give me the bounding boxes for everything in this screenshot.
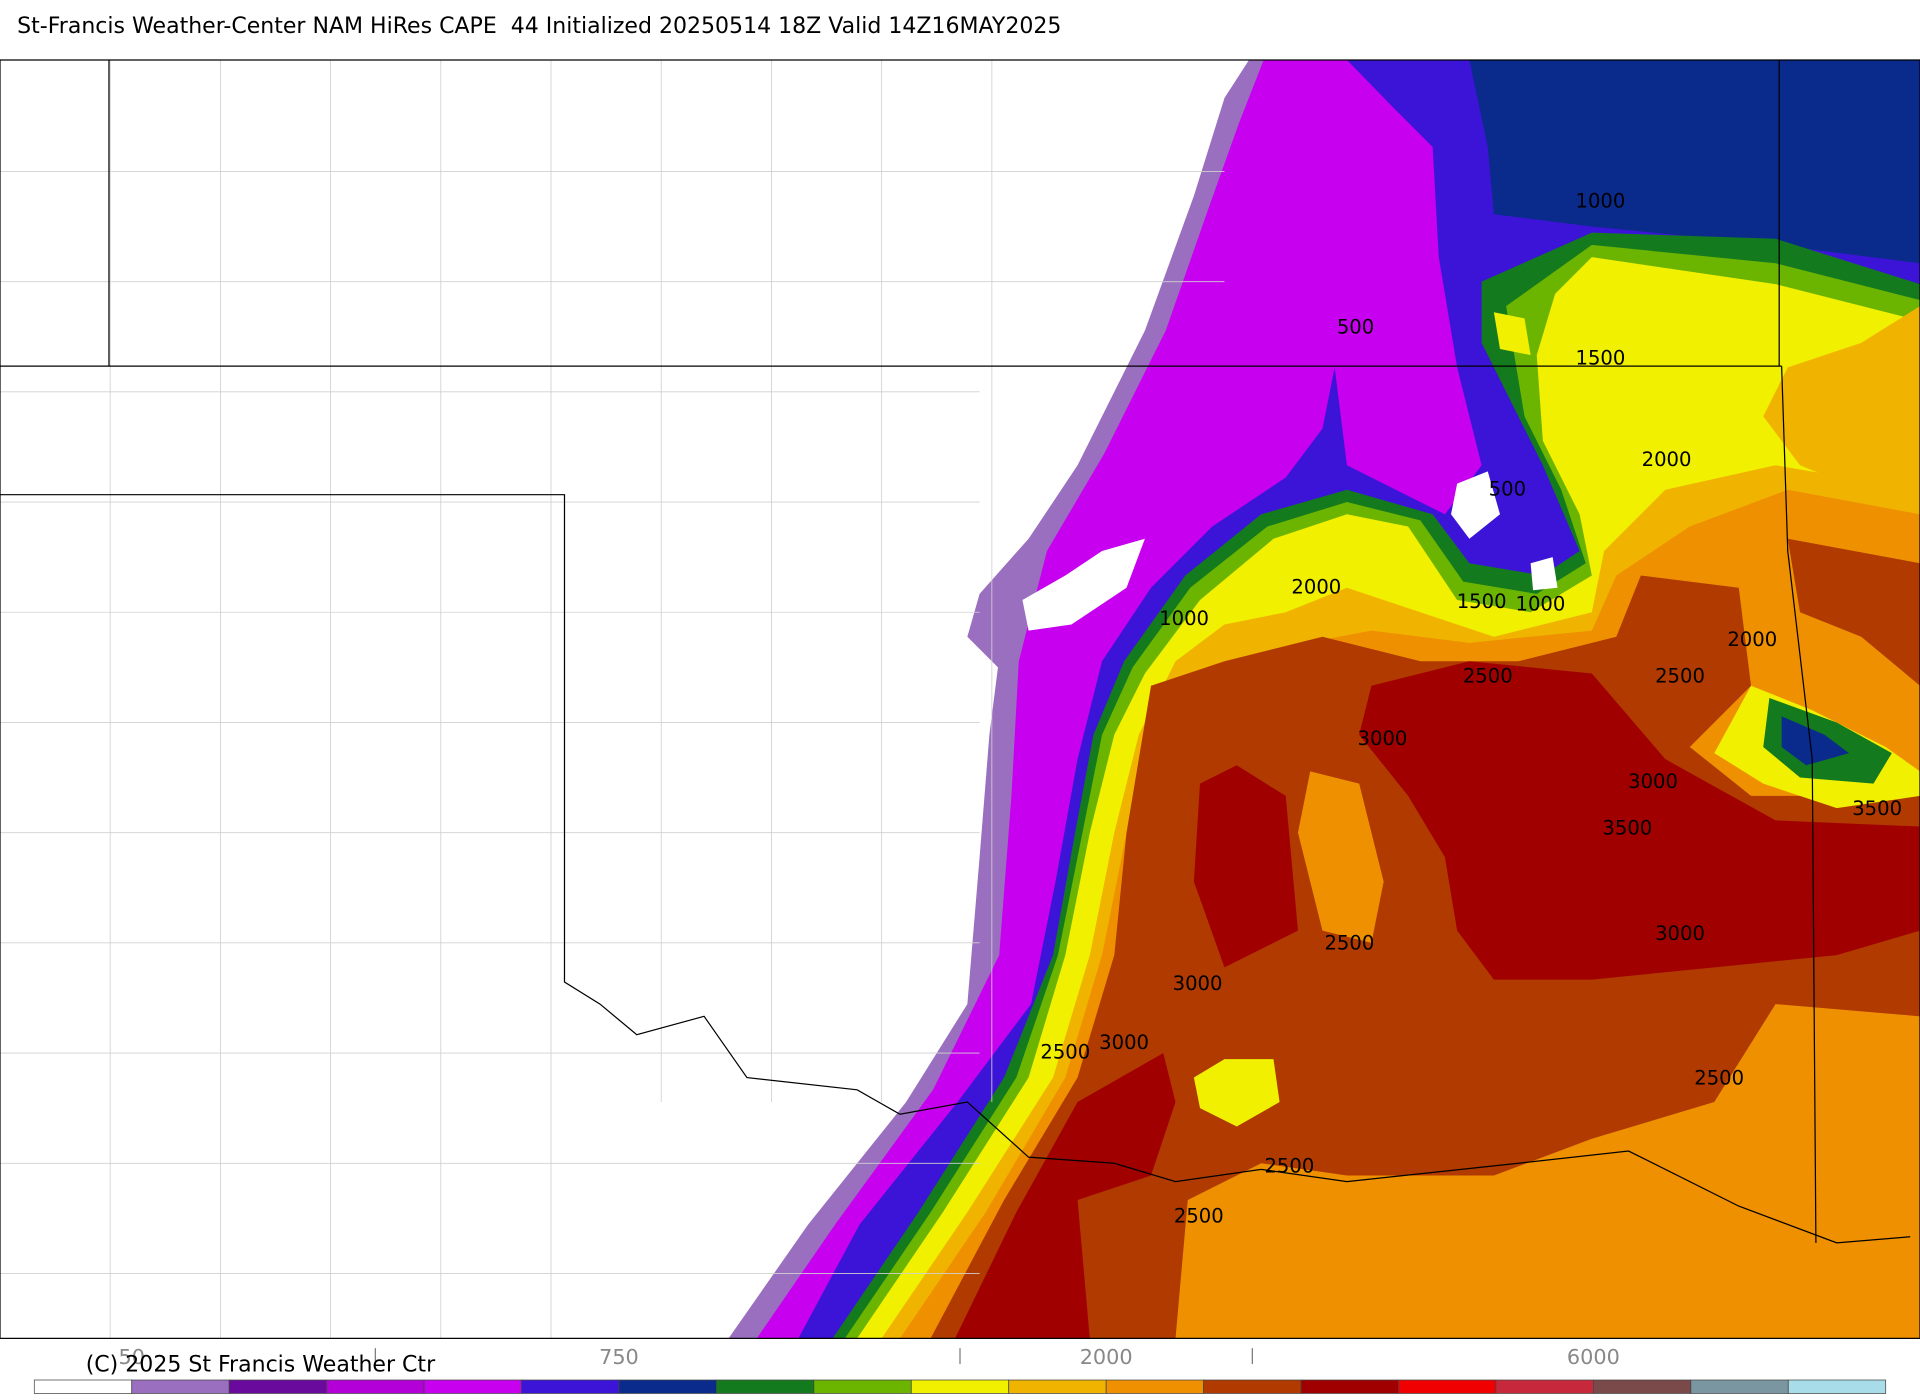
colorbar-swatch (1008, 1379, 1107, 1394)
contour-label: 2500 (1324, 932, 1374, 955)
colorbar-label: 2000 (1080, 1345, 1133, 1369)
contour-label: 500 (1489, 477, 1526, 500)
contour-label: 3000 (1655, 922, 1705, 945)
contour-label: 2500 (1040, 1041, 1090, 1064)
contour-label: 3500 (1602, 816, 1652, 839)
contour-label: 3000 (1628, 770, 1678, 793)
cape-region (1193, 765, 1298, 968)
colorbar-swatch (618, 1379, 717, 1394)
colorbar-label: 50 (118, 1345, 144, 1369)
cape-region (1530, 557, 1558, 591)
contour-label: 3500 (1852, 797, 1902, 820)
colorbar-swatch (326, 1379, 425, 1394)
border-line (0, 60, 1911, 1244)
contour-label: 2000 (1727, 628, 1777, 651)
colorbar-swatch (910, 1379, 1010, 1394)
colorbar-swatch (813, 1379, 912, 1394)
contour-label: 2500 (1174, 1205, 1224, 1228)
contour-label: 2000 (1642, 448, 1692, 471)
map-frame (0, 59, 1920, 1339)
contour-labels: 1000 500 1500 2000 500 2000 1500 1000 1000 2000 25… (1040, 190, 1902, 1228)
colorbar-swatch (521, 1379, 620, 1394)
cape-region (1493, 312, 1531, 356)
cape-region (1297, 771, 1384, 943)
colorbar-swatch (1203, 1379, 1302, 1394)
colorbar-swatch (423, 1379, 522, 1394)
contour-label: 2500 (1655, 665, 1705, 688)
colorbar-swatch (1690, 1379, 1789, 1394)
contour-label: 3000 (1358, 727, 1408, 750)
cape-region (1359, 661, 1920, 980)
contour-label: 2500 (1264, 1154, 1314, 1177)
cape-region (1451, 471, 1500, 539)
cape-region (1763, 306, 1920, 515)
colorbar-swatch (1105, 1379, 1204, 1394)
colorbar-label: 6000 (1567, 1345, 1620, 1369)
cape-region (1022, 538, 1145, 631)
cape-region (1469, 60, 1920, 264)
cape-region (955, 1053, 1176, 1339)
contour-label: 1000 (1159, 607, 1209, 630)
contour-label: 2000 (1291, 575, 1341, 598)
contour-label: 3000 (1173, 972, 1223, 995)
contour-label: 1000 (1515, 592, 1565, 615)
contour-label: 1500 (1457, 590, 1507, 613)
cape-region (1787, 538, 1920, 686)
contour-label: 2500 (1463, 665, 1513, 688)
cape-field (728, 60, 1920, 1339)
colorbar-swatch (1593, 1379, 1692, 1394)
colorbar-swatch (1300, 1379, 1399, 1394)
contour-label: 500 (1337, 316, 1374, 339)
contour-label: 2500 (1694, 1066, 1744, 1089)
contour-label: 1000 (1575, 190, 1625, 213)
colorbar-swatch (1787, 1379, 1887, 1394)
colorbar-swatch (1495, 1379, 1594, 1394)
cape-region (1781, 716, 1849, 766)
title: St-Francis Weather-Center NAM HiRes CAPE… (17, 14, 1061, 39)
colorbar-swatch (716, 1379, 815, 1394)
contour-label: 1500 (1575, 346, 1625, 369)
colorbar: 50 750 2000 6000 (33, 1345, 1887, 1394)
colorbar-swatch (33, 1379, 133, 1394)
borders (0, 60, 1911, 1339)
cape-region (1193, 1059, 1280, 1127)
contour-label: 3000 (1099, 1031, 1149, 1054)
border-line (0, 60, 1225, 1339)
copyright: (C) 2025 St Francis Weather Ctr (86, 1352, 436, 1377)
colorbar-label: 750 (599, 1345, 639, 1369)
colorbar-swatch (228, 1379, 327, 1394)
colorbar-swatch (131, 1379, 230, 1394)
colorbar-swatch (1398, 1379, 1497, 1394)
